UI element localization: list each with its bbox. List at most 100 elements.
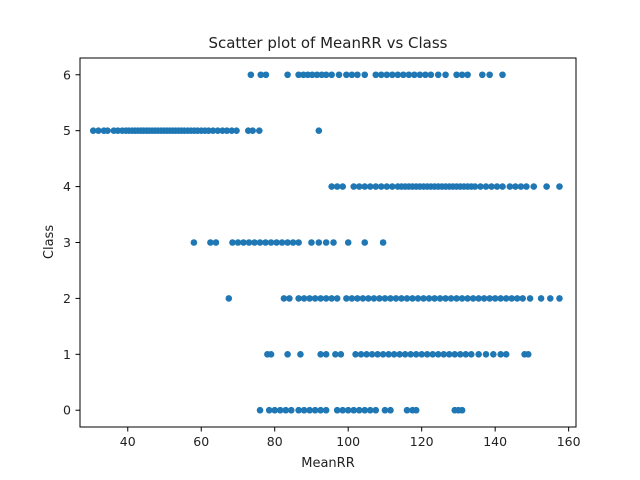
scatter-point <box>556 295 563 302</box>
scatter-point <box>376 295 383 302</box>
scatter-point <box>368 351 376 358</box>
scatter-point <box>482 183 490 190</box>
scatter-point <box>322 351 330 358</box>
scatter-point <box>276 406 284 414</box>
scatter-point <box>300 295 308 302</box>
scatter-point <box>537 295 545 302</box>
scatter-point <box>513 295 521 302</box>
scatter-point <box>389 183 396 190</box>
scatter-point <box>335 71 343 79</box>
scatter-point <box>289 239 297 246</box>
scatter-point <box>295 295 302 302</box>
scatter-point <box>317 406 324 414</box>
scatter-point <box>453 295 460 302</box>
scatter-point <box>403 406 411 414</box>
scatter-point <box>427 71 435 79</box>
scatter-point <box>490 351 497 358</box>
scatter-point <box>339 183 347 190</box>
scatter-point <box>422 71 429 79</box>
scatter-point <box>311 295 319 302</box>
scatter-point <box>267 351 275 358</box>
scatter-point <box>257 71 265 79</box>
x-tick-label: 40 <box>120 434 136 449</box>
scatter-point <box>418 351 425 358</box>
scatter-point <box>271 406 279 414</box>
scatter-point <box>434 351 442 358</box>
scatter-point <box>339 406 347 414</box>
scatter-point <box>475 295 482 302</box>
scatter-point <box>412 406 420 414</box>
scatter-point <box>282 406 290 414</box>
scatter-point <box>328 183 335 190</box>
scatter-point <box>212 239 220 246</box>
scatter-point <box>488 183 495 190</box>
scatter-point <box>295 71 302 79</box>
y-tick-label: 2 <box>63 291 71 306</box>
scatter-point <box>352 351 359 358</box>
scatter-point <box>256 406 264 414</box>
scatter-point <box>223 127 231 134</box>
y-tick-label: 5 <box>63 123 71 138</box>
y-tick-label: 0 <box>63 403 71 418</box>
y-tick-label: 3 <box>63 235 71 250</box>
scatter-point <box>387 406 394 414</box>
scatter-point <box>229 239 236 246</box>
scatter-point <box>442 71 449 79</box>
scatter-point <box>456 351 464 358</box>
x-tick-label: 100 <box>336 434 360 449</box>
scatter-point <box>458 295 466 302</box>
scatter-point <box>409 295 416 302</box>
scatter-point <box>361 239 369 246</box>
scatter-point <box>486 295 493 302</box>
scatter-point <box>436 295 444 302</box>
scatter-point <box>333 406 341 414</box>
scatter-point <box>247 71 255 79</box>
y-tick-label: 6 <box>63 67 71 82</box>
scatter-point <box>337 351 345 358</box>
scatter-point <box>225 295 233 302</box>
scatter-point <box>214 127 222 134</box>
scatter-point <box>286 295 293 302</box>
chart-title: Scatter plot of MeanRR vs Class <box>208 34 447 52</box>
scatter-point <box>512 183 519 190</box>
scatter-point <box>354 71 361 79</box>
x-tick-label: 120 <box>410 434 434 449</box>
scatter-point <box>389 71 396 79</box>
scatter-point <box>359 295 367 302</box>
scatter-point <box>372 71 380 79</box>
y-axis-title: Class <box>42 225 57 259</box>
scatter-point <box>445 351 453 358</box>
x-axis: 40 60 80 100 120 140 160 <box>120 427 581 449</box>
scatter-point <box>451 351 459 358</box>
scatter-point <box>95 127 102 134</box>
y-axis: 0 1 2 3 4 5 6 <box>63 67 80 418</box>
scatter-point <box>311 406 319 414</box>
scatter-point <box>361 183 369 190</box>
scatter-point <box>546 295 554 302</box>
scatter-point <box>387 295 394 302</box>
scatter-point <box>315 127 323 134</box>
scatter-point <box>420 295 427 302</box>
scatter-point <box>300 406 308 414</box>
scatter-point <box>381 406 389 414</box>
scatter-point <box>306 295 313 302</box>
scatter-point <box>322 239 330 246</box>
scatter-point <box>458 71 466 79</box>
scatter-point <box>366 183 374 190</box>
scatter-point <box>506 183 514 190</box>
scatter-point <box>479 71 486 79</box>
scatter-point <box>365 295 372 302</box>
scatter-point <box>508 295 515 302</box>
scatter-point <box>379 351 387 358</box>
scatter-point <box>233 127 240 134</box>
scatter-point <box>278 239 286 246</box>
scatter-point <box>411 71 418 79</box>
scatter-point <box>306 406 313 414</box>
scatter-point <box>370 295 378 302</box>
scatter-point <box>273 239 280 246</box>
scatter-point <box>228 127 236 134</box>
scatter-point <box>434 71 442 79</box>
scatter-point <box>377 183 385 190</box>
scatter-point <box>297 351 304 358</box>
